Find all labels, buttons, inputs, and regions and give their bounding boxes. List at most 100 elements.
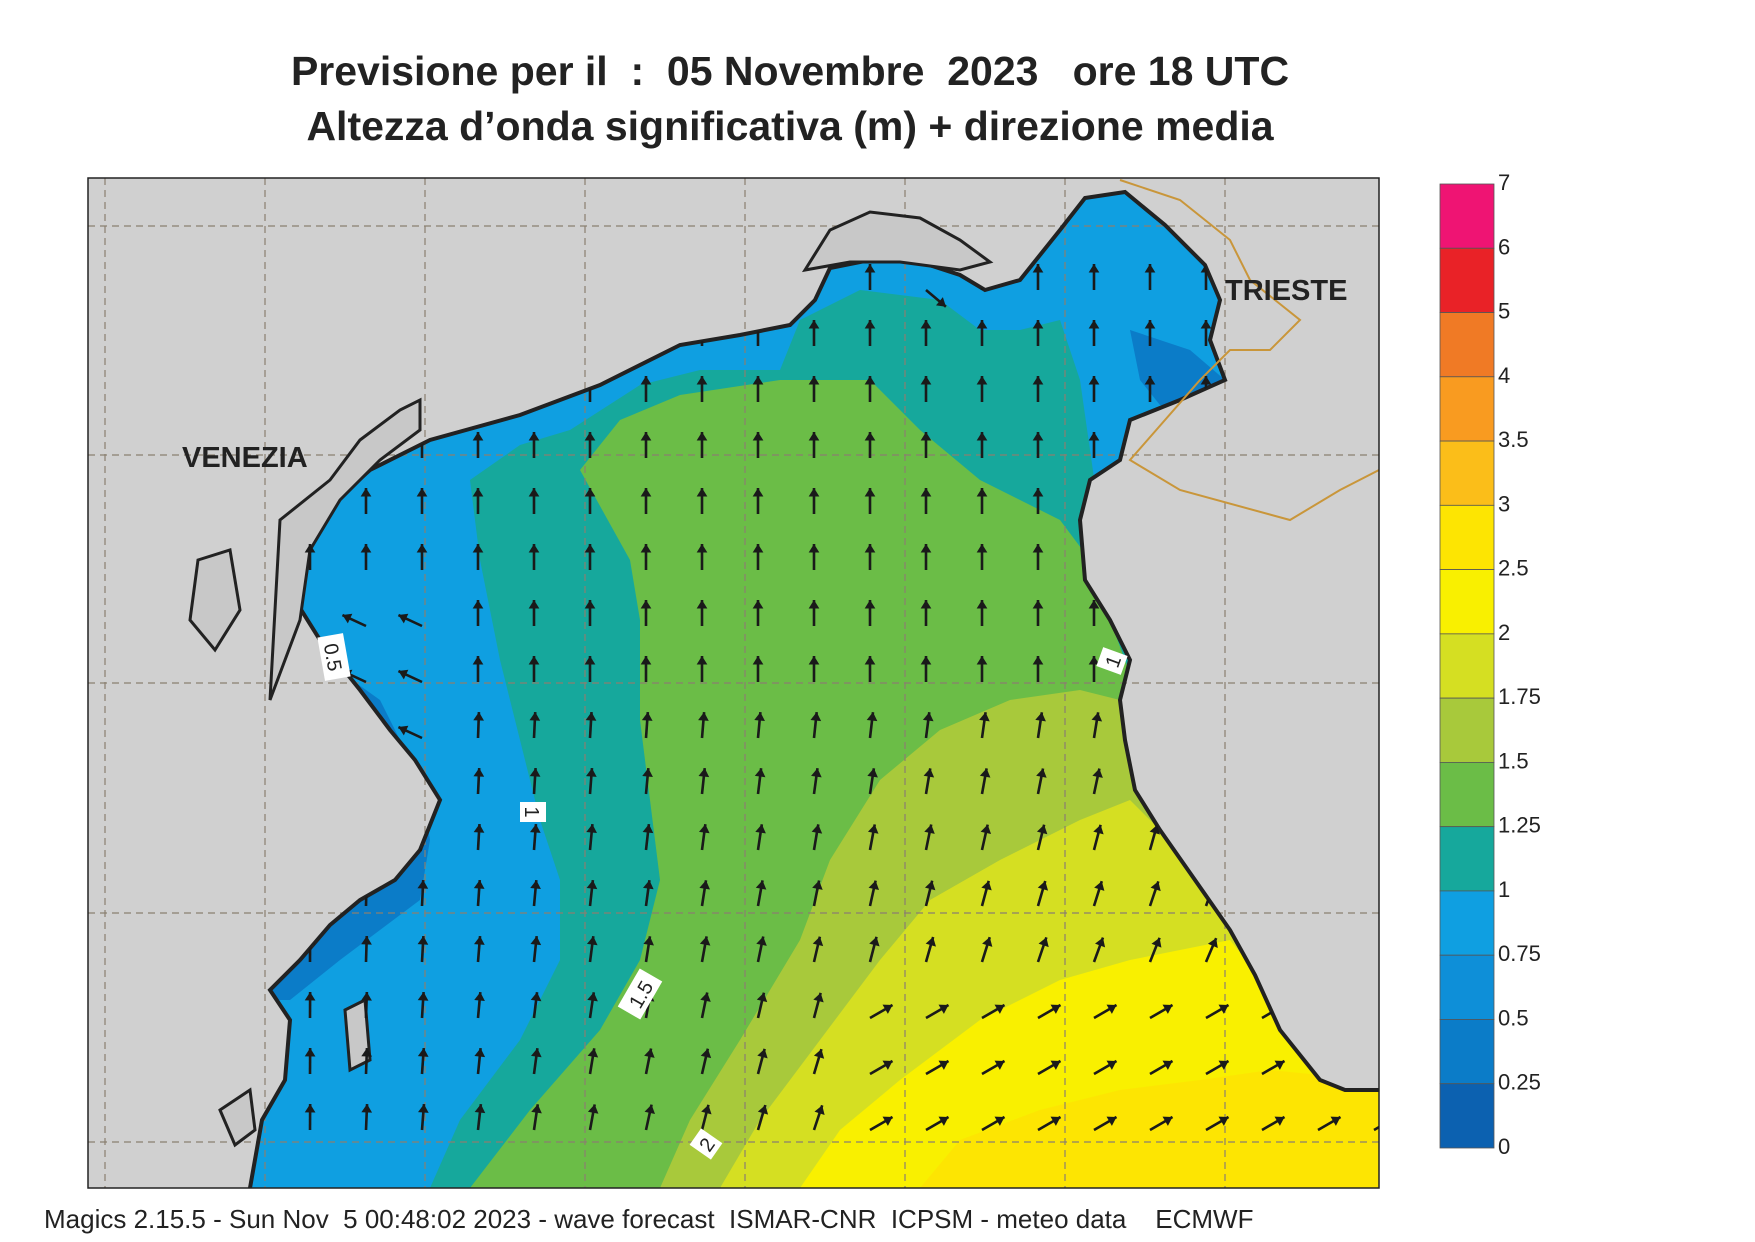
- wave-arrow-head: [644, 1048, 655, 1058]
- wave-arrow-head: [361, 936, 372, 945]
- wave-arrow-head: [920, 656, 932, 665]
- wave-arrow-head: [696, 488, 708, 497]
- wave-arrow-head: [640, 544, 652, 553]
- colorbar-tick-label: 1.75: [1498, 684, 1541, 709]
- wave-arrow-head: [1387, 1005, 1397, 1014]
- wave-arrow-head: [1200, 320, 1212, 329]
- wave-arrow-head: [1032, 488, 1044, 497]
- wave-arrow-head: [1036, 768, 1047, 778]
- wave-arrow-head: [531, 1104, 542, 1114]
- wave-arrow-head: [924, 880, 936, 891]
- wave-arrow-head: [1144, 320, 1156, 329]
- colorbar-swatch: [1439, 569, 1495, 635]
- wave-arrow-head: [696, 656, 708, 665]
- wave-arrow-head: [472, 656, 484, 665]
- wave-arrow-head: [1032, 656, 1044, 665]
- wave-arrow-head: [924, 824, 935, 834]
- wave-arrow-head: [813, 992, 824, 1003]
- wave-arrow-head: [304, 992, 316, 1001]
- wave-arrow-head: [868, 880, 880, 891]
- colorbar-tick-label: 5: [1498, 299, 1510, 324]
- wave-arrow-head: [342, 613, 353, 624]
- wave-arrow-head: [584, 544, 596, 553]
- wave-arrow-head: [808, 544, 820, 553]
- wave-arrow-head: [1091, 712, 1103, 722]
- wave-arrow-head: [1106, 1116, 1117, 1126]
- wave-arrow-head: [585, 712, 597, 721]
- wave-arrow-head: [808, 600, 820, 609]
- wave-arrow-head: [528, 488, 540, 497]
- wave-arrow-head: [398, 669, 409, 680]
- wave-arrow-head: [925, 936, 936, 947]
- wave-arrow-head: [920, 320, 932, 329]
- wave-arrow-head: [1106, 1004, 1117, 1014]
- wave-arrow-head: [976, 320, 988, 329]
- wave-arrow-head: [1036, 824, 1048, 835]
- wave-arrow-head: [304, 1104, 316, 1113]
- wave-arrow-head: [584, 600, 596, 609]
- wave-arrow-head: [1032, 432, 1044, 441]
- colorbar-swatch: [1439, 247, 1495, 313]
- colorbar-swatch: [1439, 312, 1495, 378]
- wave-arrow-head: [1150, 881, 1161, 892]
- wave-arrow-head: [976, 544, 988, 553]
- wave-arrow-head: [644, 1104, 655, 1115]
- wave-arrow-head: [700, 1048, 712, 1059]
- wave-arrow-head: [812, 936, 824, 947]
- colorbar-tick-label: 2.5: [1498, 556, 1529, 581]
- wave-arrow-head: [922, 712, 934, 722]
- wave-arrow-head: [528, 656, 540, 665]
- city-label-trieste: TRIESTE: [1225, 275, 1347, 307]
- wave-arrow-head: [1094, 881, 1105, 891]
- wave-arrow-head: [699, 936, 711, 946]
- country-border: [1119, 179, 1379, 522]
- title-line-2: Altezza d’onda significativa (m) + direz…: [306, 103, 1274, 149]
- colorbar-tick-label: 0.25: [1498, 1070, 1541, 1095]
- wave-arrow-head: [864, 488, 876, 497]
- wave-arrow-head: [584, 488, 596, 497]
- wave-arrow-head: [1218, 1060, 1229, 1070]
- wave-arrow-head: [938, 1004, 949, 1014]
- wave-arrow-head: [586, 824, 597, 834]
- wave-arrow-head: [696, 376, 708, 385]
- wave-arrow-head: [1144, 376, 1156, 385]
- wave-arrow-head: [1387, 1117, 1397, 1126]
- footer-credits: Magics 2.15.5 - Sun Nov 5 00:48:02 2023 …: [44, 1204, 1254, 1234]
- colorbar-swatch: [1439, 1019, 1495, 1085]
- wave-arrow-head: [361, 992, 372, 1001]
- wave-arrow-head: [1088, 376, 1100, 385]
- colorbar-tick-label: 6: [1498, 234, 1510, 259]
- wave-arrow-head: [864, 320, 876, 329]
- wave-arrow-head: [529, 768, 541, 777]
- colorbar-tick-label: 3.5: [1498, 427, 1529, 452]
- wave-arrow: [1373, 1115, 1379, 1132]
- wave-arrow-head: [920, 432, 932, 441]
- wave-arrow-head: [755, 880, 767, 890]
- wave-arrow-head: [640, 656, 652, 665]
- wave-arrow-head: [417, 992, 429, 1001]
- wave-arrow-head: [696, 544, 708, 553]
- wave-arrow-head: [882, 1060, 893, 1070]
- wave-arrow-head: [1088, 432, 1100, 441]
- wave-arrow-head: [920, 600, 932, 609]
- wave-arrow-head: [1162, 1116, 1173, 1126]
- wave-arrow-head: [698, 768, 710, 778]
- wave-arrow-head: [814, 1105, 825, 1116]
- wave-arrow-head: [1162, 1060, 1173, 1070]
- wave-arrow-head: [994, 1116, 1005, 1126]
- wave-arrow-head: [304, 544, 316, 553]
- wave-arrow-head: [473, 768, 485, 777]
- wave-arrow-head: [938, 1060, 949, 1070]
- grid-lines: [88, 178, 1379, 1188]
- wave-arrow-head: [473, 824, 485, 833]
- wave-arrow-head: [976, 432, 988, 441]
- wave-arrow-head: [864, 600, 876, 609]
- wave-arrow-head: [752, 600, 764, 609]
- wave-arrow-head: [923, 768, 935, 778]
- wave-arrow-head: [757, 1048, 768, 1059]
- wave-arrow-head: [979, 712, 990, 722]
- wave-arrow-head: [699, 880, 710, 890]
- wave-arrow-head: [755, 824, 766, 834]
- wave-arrow-head: [752, 544, 764, 553]
- colorbar-swatch: [1439, 440, 1495, 506]
